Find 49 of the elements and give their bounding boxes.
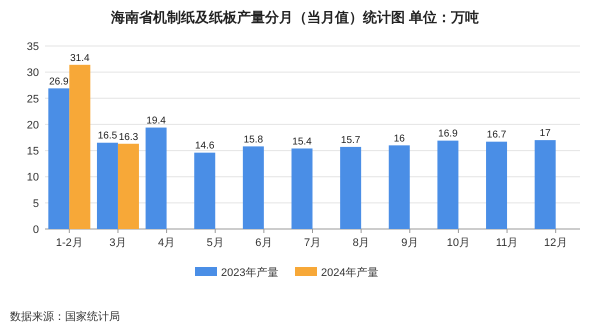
- bar: [96, 142, 118, 229]
- x-tick-label: 4月: [158, 237, 176, 249]
- y-tick-label: 5: [32, 198, 39, 210]
- legend-label: 2024年产量: [321, 266, 378, 279]
- bar: [437, 140, 458, 229]
- y-tick-label: 35: [26, 41, 39, 53]
- data-label: 15.8: [244, 134, 264, 146]
- data-label: 16.3: [118, 132, 139, 143]
- x-tick-label: 7月: [304, 237, 322, 249]
- bar: [534, 140, 556, 229]
- x-tick-label: 11月: [496, 237, 518, 249]
- bar: [194, 152, 216, 229]
- x-tick-label: 3月: [109, 237, 127, 249]
- data-label: 14.6: [194, 140, 215, 152]
- data-label: 16.9: [438, 128, 458, 140]
- x-tick-label: 1-2月: [56, 237, 83, 249]
- bar: [242, 146, 264, 229]
- data-label: 16: [394, 133, 406, 144]
- chart-title: 海南省机制纸及纸板产量分月（当月值）统计图 单位：万吨: [110, 9, 479, 25]
- x-tick-label: 12月: [544, 237, 568, 249]
- data-label: 16.5: [98, 130, 118, 142]
- bar: [340, 146, 362, 229]
- y-tick-label: 0: [32, 224, 39, 236]
- y-tick-label: 15: [26, 146, 39, 158]
- data-label: 31.4: [70, 52, 90, 64]
- data-label: 19.4: [146, 116, 166, 127]
- source-note: 数据来源：国家统计局: [10, 310, 120, 323]
- x-tick-label: 5月: [206, 237, 224, 249]
- x-tick-label: 10月: [446, 237, 470, 249]
- legend-label: 2023年产量: [221, 266, 278, 279]
- x-tick-label: 9月: [401, 237, 418, 249]
- data-label: 17: [540, 128, 552, 140]
- bar: [388, 145, 410, 229]
- y-tick-label: 25: [26, 93, 39, 106]
- bar: [118, 144, 139, 229]
- y-tick-label: 10: [26, 172, 39, 184]
- bar: [486, 142, 508, 229]
- x-tick-label: 8月: [352, 237, 370, 249]
- bar: [146, 128, 167, 229]
- data-label: 16.7: [486, 130, 507, 141]
- y-tick-label: 30: [26, 67, 39, 80]
- bar: [69, 64, 90, 229]
- y-tick-label: 20: [26, 119, 39, 132]
- bar: [292, 148, 312, 229]
- data-label: 15.4: [292, 136, 312, 148]
- bar: [48, 88, 70, 229]
- data-label: 26.9: [49, 76, 69, 88]
- x-tick-label: 6月: [255, 237, 272, 249]
- data-label: 15.7: [340, 134, 361, 146]
